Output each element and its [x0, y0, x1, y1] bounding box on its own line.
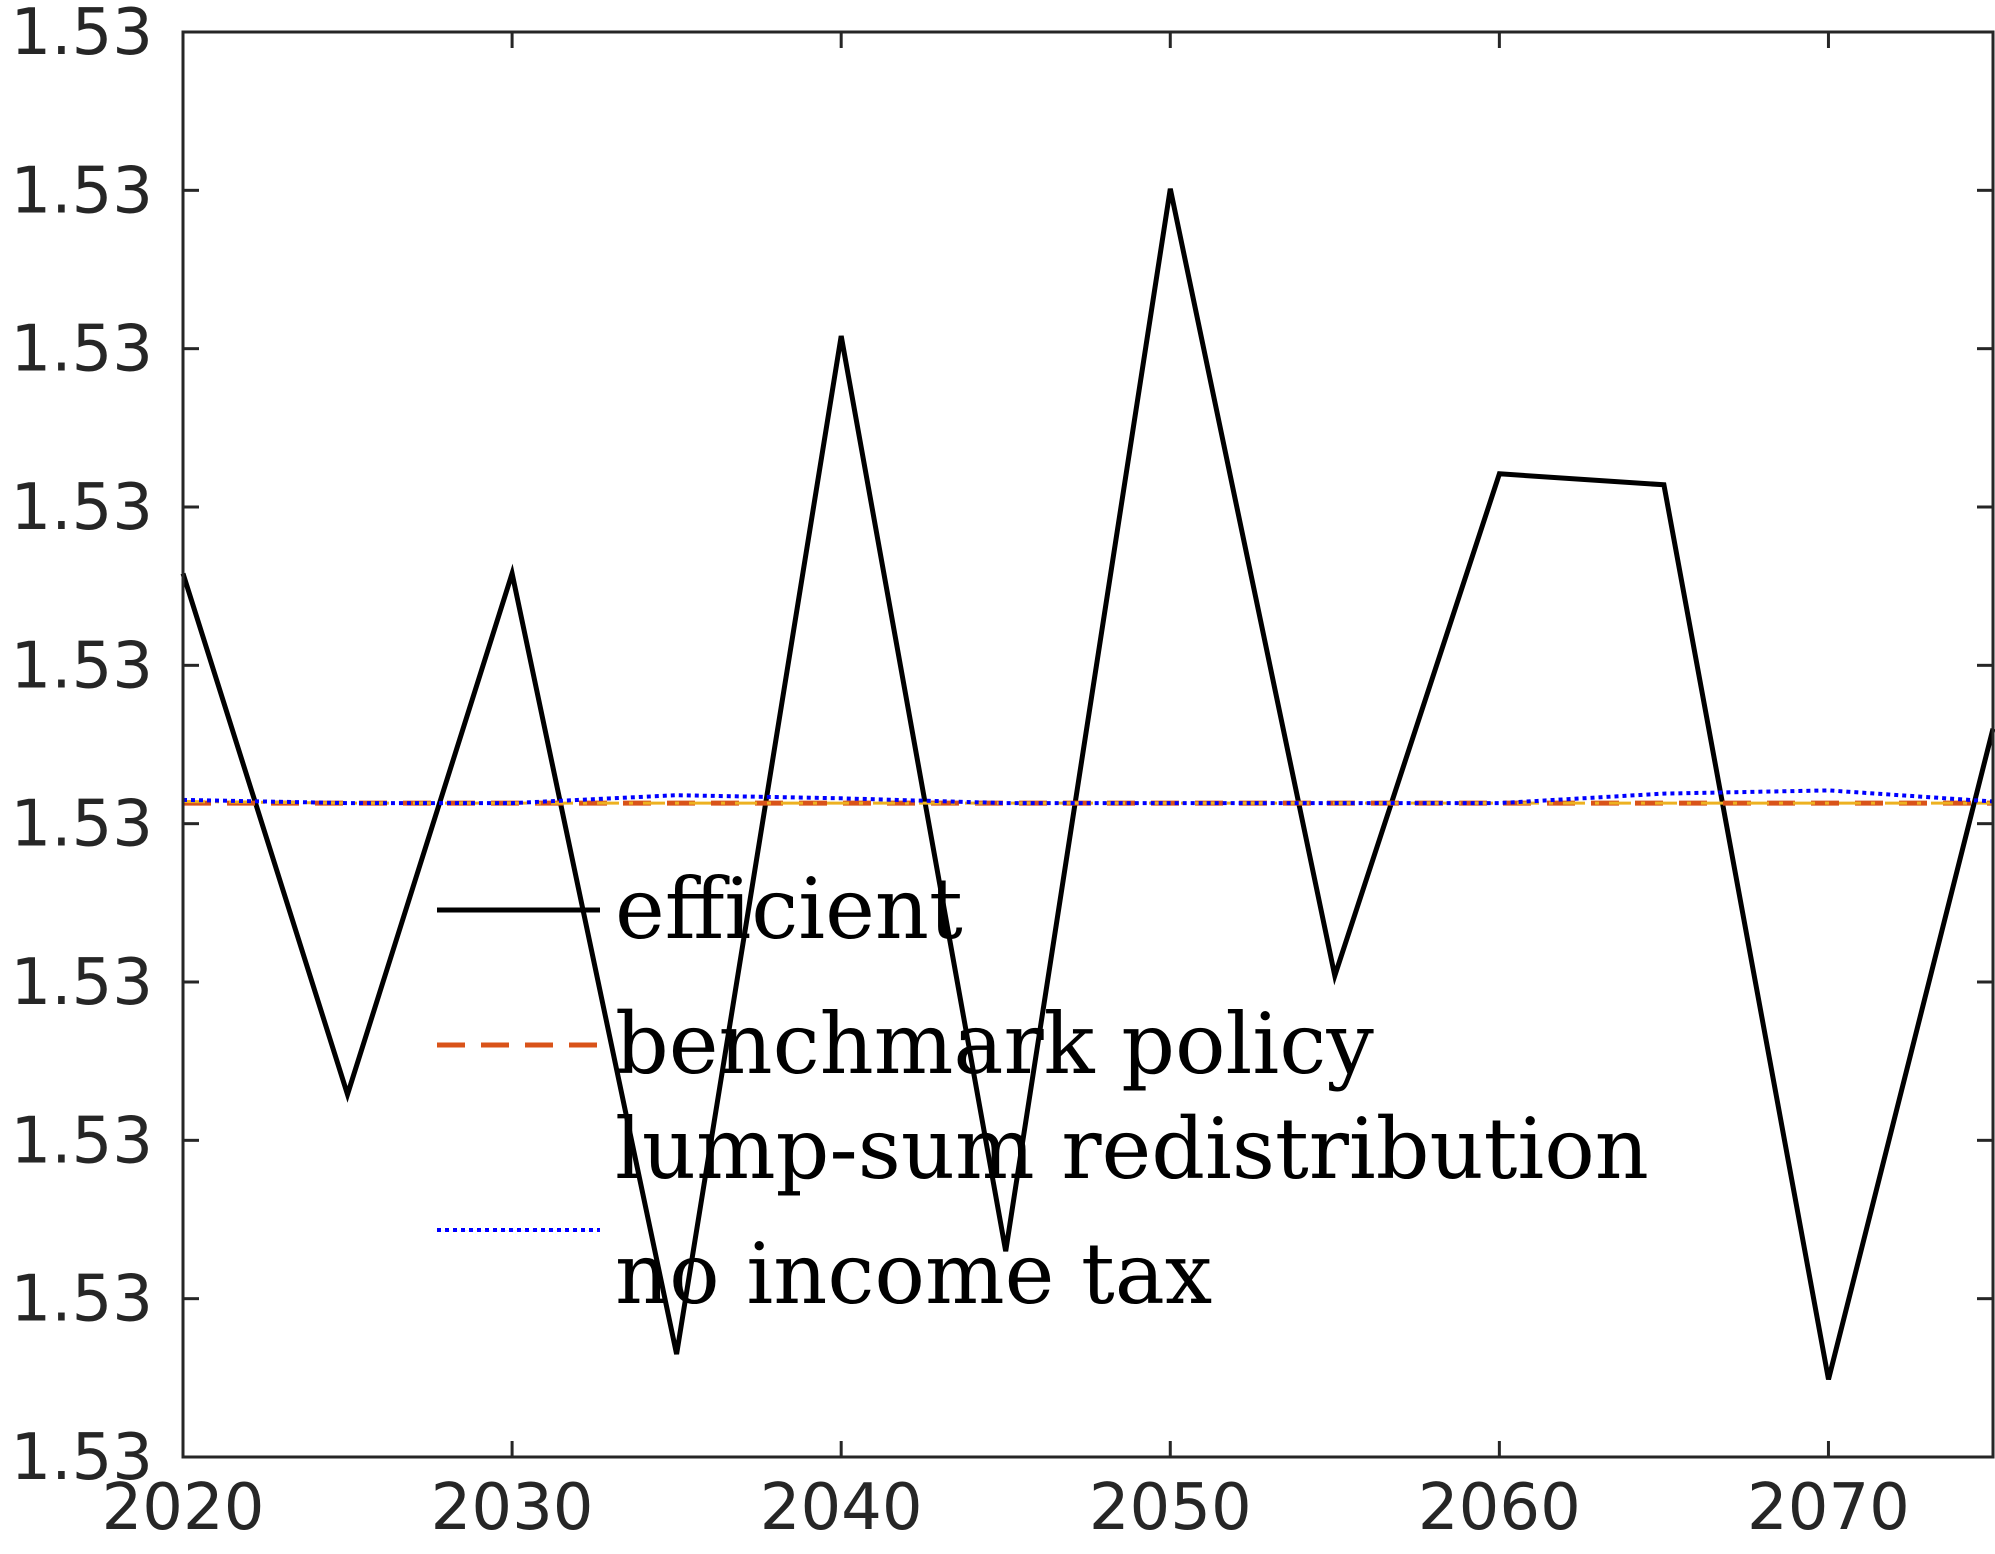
x-tick-label: 2030 [431, 1471, 594, 1545]
y-tick-label: 1.53 [11, 946, 154, 1020]
legend-label-3: no income tax [615, 1225, 1212, 1323]
legend-label-0: efficient [615, 860, 963, 958]
legend-label-2: lump-sum redistribution [615, 1100, 1649, 1198]
ticks-layer: 2020 2030 2040 2050 2060 2070 1.53 1.53 1.53 1.53… [11, 0, 1993, 1545]
y-tick-label: 1.53 [11, 313, 154, 387]
series-line-3 [182, 788, 1994, 806]
y-tick-label: 1.53 [11, 788, 154, 862]
y-tick-label: 1.53 [11, 1104, 154, 1178]
y-tick-label: 1.53 [11, 0, 154, 70]
legend-label-1: benchmark policy [615, 995, 1374, 1093]
x-tick-label: 2070 [1747, 1471, 1910, 1545]
y-tick-label: 1.53 [11, 471, 154, 545]
x-tick-label: 2020 [102, 1471, 265, 1545]
x-tick-label: 2060 [1418, 1471, 1581, 1545]
y-tick-label: 1.53 [11, 154, 154, 228]
y-tick-label: 1.53 [11, 1421, 154, 1495]
y-tick-label: 1.53 [11, 1263, 154, 1337]
x-tick-label: 2040 [760, 1471, 923, 1545]
series-layer [180, 188, 1995, 1381]
series-line-0 [180, 188, 1995, 1381]
x-tick-label: 2050 [1089, 1471, 1252, 1545]
plot-frame [181, 30, 1995, 1459]
y-tick-label: 1.53 [11, 629, 154, 703]
